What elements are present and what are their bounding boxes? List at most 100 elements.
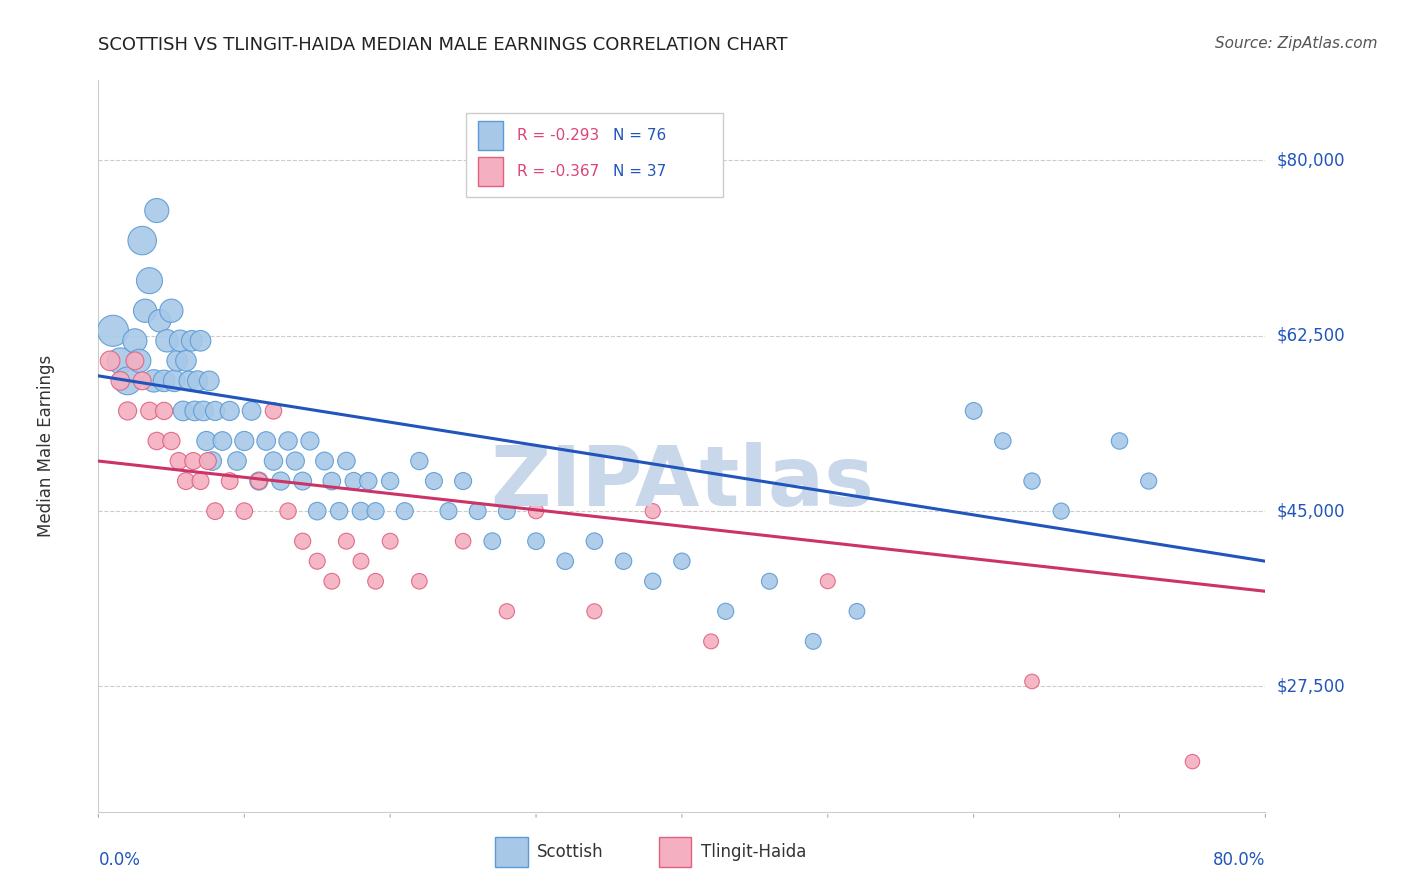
- Point: [153, 374, 176, 388]
- Point: [193, 404, 215, 418]
- Point: [124, 354, 146, 368]
- Point: [408, 574, 430, 589]
- Point: [204, 404, 226, 418]
- Point: [233, 434, 256, 448]
- Point: [240, 404, 263, 418]
- Point: [169, 334, 191, 348]
- Point: [350, 554, 373, 568]
- Point: [846, 604, 869, 618]
- Point: [160, 434, 183, 448]
- Point: [174, 474, 197, 488]
- Point: [714, 604, 737, 618]
- Point: [167, 454, 190, 468]
- FancyBboxPatch shape: [478, 157, 503, 186]
- Point: [134, 303, 156, 318]
- Text: Scottish: Scottish: [537, 843, 603, 861]
- Point: [364, 504, 387, 518]
- Point: [190, 334, 212, 348]
- Point: [110, 374, 132, 388]
- Point: [291, 474, 314, 488]
- Point: [350, 504, 373, 518]
- Text: 80.0%: 80.0%: [1213, 851, 1265, 869]
- Point: [174, 354, 197, 368]
- Point: [1137, 474, 1160, 488]
- Point: [524, 504, 547, 518]
- Text: Median Male Earnings: Median Male Earnings: [37, 355, 55, 537]
- Point: [254, 434, 277, 448]
- Point: [138, 274, 160, 288]
- Text: ZIPAtlas: ZIPAtlas: [489, 442, 875, 523]
- Point: [101, 324, 124, 338]
- Point: [270, 474, 292, 488]
- Point: [583, 534, 606, 549]
- Point: [583, 604, 606, 618]
- Point: [496, 504, 519, 518]
- Point: [146, 203, 169, 218]
- Text: Tlingit-Haida: Tlingit-Haida: [700, 843, 806, 861]
- Point: [195, 434, 218, 448]
- Point: [328, 504, 350, 518]
- Point: [262, 454, 284, 468]
- Point: [321, 474, 343, 488]
- Point: [481, 534, 503, 549]
- Point: [801, 634, 824, 648]
- Text: $27,500: $27,500: [1277, 677, 1346, 696]
- Text: $45,000: $45,000: [1277, 502, 1346, 520]
- Point: [408, 454, 430, 468]
- Point: [180, 334, 202, 348]
- Point: [335, 454, 357, 468]
- Point: [343, 474, 366, 488]
- Point: [612, 554, 634, 568]
- Point: [364, 574, 387, 589]
- Text: R = -0.367: R = -0.367: [517, 164, 599, 179]
- Point: [671, 554, 693, 568]
- Point: [314, 454, 336, 468]
- Point: [183, 404, 205, 418]
- Point: [156, 334, 179, 348]
- Point: [335, 534, 357, 549]
- Point: [204, 504, 226, 518]
- Text: R = -0.293: R = -0.293: [517, 128, 599, 143]
- Point: [321, 574, 343, 589]
- Point: [641, 574, 664, 589]
- Point: [641, 504, 664, 518]
- Point: [201, 454, 224, 468]
- Point: [218, 474, 240, 488]
- Point: [451, 474, 474, 488]
- Point: [142, 374, 165, 388]
- Point: [124, 334, 146, 348]
- Point: [451, 534, 474, 549]
- Point: [128, 354, 150, 368]
- Point: [166, 354, 188, 368]
- Point: [1021, 474, 1043, 488]
- Text: SCOTTISH VS TLINGIT-HAIDA MEDIAN MALE EARNINGS CORRELATION CHART: SCOTTISH VS TLINGIT-HAIDA MEDIAN MALE EA…: [98, 36, 787, 54]
- Point: [131, 374, 153, 388]
- Text: 0.0%: 0.0%: [98, 851, 141, 869]
- Text: $80,000: $80,000: [1277, 152, 1346, 169]
- Point: [1181, 755, 1204, 769]
- Point: [117, 404, 139, 418]
- Point: [1021, 674, 1043, 689]
- FancyBboxPatch shape: [478, 120, 503, 150]
- Point: [380, 474, 402, 488]
- Point: [110, 354, 132, 368]
- Point: [307, 504, 329, 518]
- Point: [247, 474, 270, 488]
- Point: [153, 404, 176, 418]
- Point: [394, 504, 416, 518]
- FancyBboxPatch shape: [495, 838, 527, 867]
- Point: [277, 434, 299, 448]
- Point: [211, 434, 233, 448]
- Point: [181, 454, 204, 468]
- Point: [149, 314, 172, 328]
- Point: [700, 634, 723, 648]
- FancyBboxPatch shape: [465, 113, 723, 197]
- Point: [284, 454, 307, 468]
- Point: [160, 303, 183, 318]
- Point: [554, 554, 576, 568]
- Point: [138, 404, 160, 418]
- Point: [177, 374, 200, 388]
- Point: [262, 404, 284, 418]
- Point: [291, 534, 314, 549]
- Point: [163, 374, 186, 388]
